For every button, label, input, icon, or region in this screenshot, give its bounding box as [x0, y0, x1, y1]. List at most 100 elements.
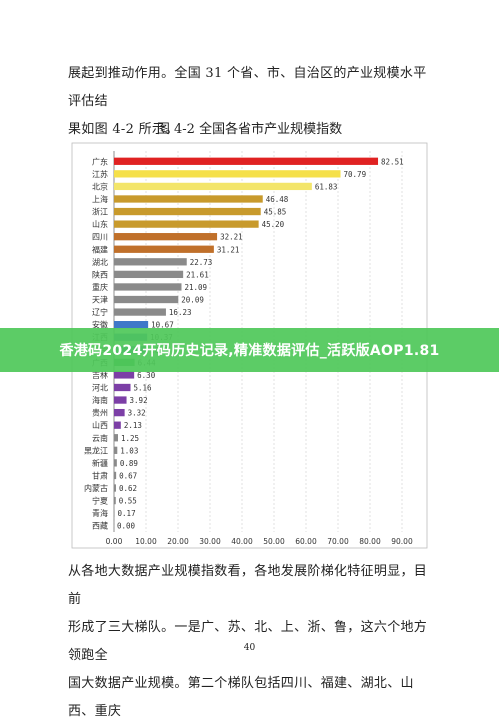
- page-number: 40: [243, 643, 256, 653]
- overlay-banner[interactable]: 香港码2024开码历史记录,精准数据评估_活跃版AOP1.81: [0, 328, 499, 372]
- data-label: 32.21: [220, 233, 243, 242]
- bar: [114, 245, 214, 253]
- paragraph-line: 果如图 4-2 所示。: [68, 122, 179, 137]
- data-label: 0.89: [120, 459, 138, 468]
- data-label: 45.85: [264, 208, 287, 217]
- bar: [114, 182, 312, 191]
- paragraph-line: 国大数据产业规模。第二个梯队包括四川、福建、湖北、山西、重庆: [68, 676, 414, 719]
- x-tick-label: 50.00: [263, 537, 285, 546]
- bar: [114, 295, 179, 304]
- category-label: 浙江: [92, 207, 108, 217]
- x-tick-label: 0.00: [106, 537, 123, 546]
- data-label: 46.48: [266, 195, 289, 204]
- category-label: 辽宁: [92, 307, 108, 317]
- category-label: 湖北: [92, 258, 108, 267]
- category-label: 山东: [92, 219, 108, 229]
- bar: [114, 383, 131, 392]
- category-label: 上海: [92, 194, 108, 204]
- data-label: 31.21: [217, 245, 240, 254]
- category-label: 贵州: [92, 408, 108, 418]
- category-label: 陕西: [92, 269, 108, 279]
- data-label: 0.67: [119, 471, 137, 480]
- x-tick-label: 60.00: [295, 537, 317, 546]
- data-label: 21.61: [186, 270, 209, 279]
- bar: [114, 283, 182, 291]
- paragraph-bottom: 从各地大数据产业规模指数看，各地发展阶梯化特征明显，目前 形成了三大梯队。一是广…: [68, 558, 438, 726]
- bar: [114, 220, 259, 228]
- category-label: 四川: [92, 233, 108, 242]
- bar: [114, 484, 116, 492]
- category-label: 福建: [92, 244, 108, 254]
- bar-chart: 0.00 10.00 20.00 30.00 40.00 50.00 60.00 70.00 8…: [71, 142, 428, 549]
- bar: [114, 195, 263, 203]
- x-tick-label: 10.00: [135, 537, 157, 546]
- data-label: 45.20: [262, 220, 285, 229]
- category-label: 广东: [92, 156, 108, 166]
- bar: [114, 459, 117, 467]
- data-label: 82.51: [381, 157, 404, 166]
- category-label: 新疆: [92, 458, 108, 468]
- category-label: 黑龙江: [84, 445, 108, 455]
- data-label: 3.32: [128, 409, 146, 418]
- bar: [114, 258, 187, 266]
- category-label: 甘肃: [92, 470, 108, 480]
- data-label: 0.17: [118, 509, 136, 518]
- category-label: 重庆: [92, 282, 108, 292]
- x-tick-label: 80.00: [359, 537, 381, 546]
- data-label: 3.92: [130, 396, 148, 405]
- category-label: 江苏: [92, 169, 108, 179]
- category-label: 山西: [92, 420, 108, 430]
- data-label: 22.73: [190, 258, 213, 267]
- data-label: 0.62: [119, 484, 137, 493]
- x-tick-label: 20.00: [167, 537, 189, 546]
- category-label: 西藏: [92, 521, 108, 531]
- bar: [114, 446, 118, 454]
- category-label: 云南: [92, 433, 108, 443]
- data-label: 20.09: [181, 296, 204, 305]
- data-label: 0.00: [117, 522, 136, 531]
- data-label: 16.23: [169, 308, 192, 317]
- bar: [114, 408, 125, 417]
- paragraph-line: 展起到推动作用。全国 31 个省、市、自治区的产业规模水平评估结: [68, 66, 427, 109]
- bar: [114, 270, 184, 279]
- data-label: 1.25: [121, 434, 139, 443]
- paragraph-line: 形成了三大梯队。一是广、苏、北、上、浙、鲁，这六个地方领跑全: [68, 620, 428, 663]
- bar: [114, 434, 118, 442]
- x-tick-label: 90.00: [391, 537, 413, 546]
- bar: [114, 471, 117, 480]
- data-label: 5.16: [134, 383, 153, 392]
- data-label: 10.67: [151, 321, 174, 330]
- data-label: 1.03: [120, 446, 138, 455]
- category-label: 海南: [92, 395, 108, 405]
- category-label: 安徽: [92, 320, 108, 330]
- category-label: 青海: [92, 508, 108, 518]
- figure-title: 图 4-2 全国各省市产业规模指数: [156, 122, 343, 137]
- x-tick-label: 40.00: [231, 537, 253, 546]
- data-label: 70.79: [344, 170, 367, 179]
- bar: [114, 308, 166, 316]
- category-label: 内蒙古: [84, 483, 108, 493]
- bar: [114, 509, 115, 517]
- data-label: 0.55: [119, 497, 137, 506]
- data-label: 6.30: [137, 371, 156, 380]
- bar: [114, 371, 135, 379]
- bar: [114, 396, 127, 404]
- bar: [114, 170, 341, 178]
- banner-text: 香港码2024开码历史记录,精准数据评估_活跃版AOP1.81: [59, 343, 440, 359]
- category-label: 天津: [92, 295, 108, 305]
- bar: [114, 321, 149, 329]
- category-label: 河北: [92, 382, 108, 392]
- category-label: 吉林: [92, 370, 108, 380]
- x-tick-label: 70.00: [327, 537, 349, 546]
- data-label: 61.83: [315, 182, 338, 191]
- bar: [114, 496, 116, 505]
- paragraph-top: 展起到推动作用。全国 31 个省、市、自治区的产业规模水平评估结 果如图 4-2…: [68, 60, 438, 144]
- category-label: 北京: [92, 181, 108, 191]
- paragraph-line: 从各地大数据产业规模指数看，各地发展阶梯化特征明显，目前: [68, 564, 428, 607]
- bar: [114, 233, 218, 241]
- bar: [114, 207, 261, 216]
- data-label: 21.09: [184, 283, 207, 292]
- data-label: 2.13: [124, 421, 142, 430]
- bar: [114, 421, 121, 429]
- x-tick-label: 30.00: [199, 537, 221, 546]
